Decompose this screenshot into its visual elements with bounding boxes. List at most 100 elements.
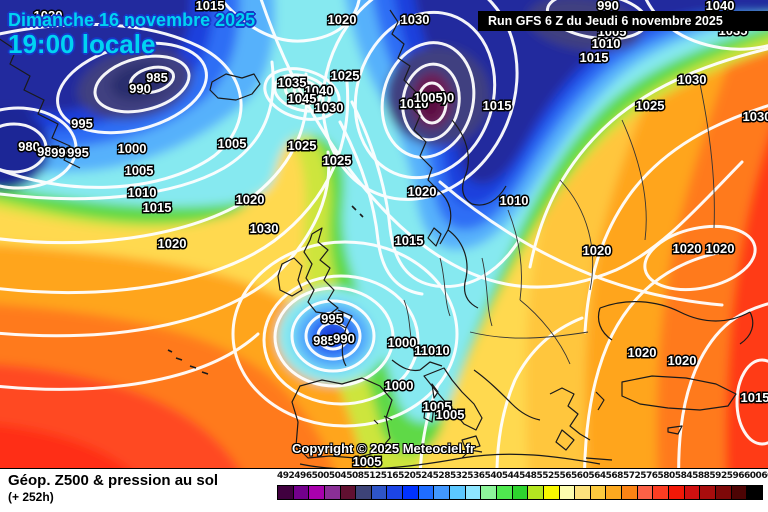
scale-cell [355,485,372,500]
pressure-label: 1045 [288,91,317,106]
scale-cell [668,485,685,500]
legend-box: Géop. Z500 & pression au sol (+ 252h) [0,468,272,512]
pressure-label: 1025 [323,153,352,168]
copyright-text: Copyright © 2025 Meteociel.fr [292,441,475,456]
pressure-label: 1020 [408,184,437,199]
pressure-label: 1020 [673,241,702,256]
scale-value: 500 [311,471,330,481]
scale-value: 540 [484,471,503,481]
pressure-label: 985 [313,333,335,348]
pressure-label: 985 [37,144,59,159]
pressure-label: 1020 [628,345,657,360]
scale-value: 564 [588,471,606,481]
pressure-label: 1025 [636,98,665,113]
pressure-label: 1020 [706,241,735,256]
pressure-label: 1030 [401,12,430,27]
pressure-label: 1005 [436,407,465,422]
pressure-label: 1040 [305,83,334,98]
scale-cell [527,485,544,500]
pressure-label: 1035 [278,75,307,90]
scale-values: 492 496 500 504 508 512 516 520 524 528 532 536 540 5… [277,471,768,484]
pressure-label: 1005 [218,136,247,151]
scale-cell [449,485,466,500]
pressure-label: 1015 [143,200,172,215]
scale-value: 524 [415,471,433,481]
scale-value: 496 [294,471,312,481]
scale-cell [480,485,497,500]
scale-value: 572 [622,471,641,481]
pressure-label: 1030 [678,72,707,87]
scale-cell [495,485,513,500]
scale-value: 528 [432,471,451,481]
pressure-label: 1000 [118,141,147,156]
scale-value: 504 [328,471,347,481]
pressure-label: 1005)0 [414,90,454,105]
scale-value: 584 [674,471,693,481]
pressure-label: 1020 [328,12,357,27]
scale-value: 548 [519,471,537,481]
pressure-label: 11010 [414,343,449,358]
pressure-label: 1020 [158,236,187,251]
scale-value: 520 [398,471,416,481]
scale-value: 512 [363,471,381,481]
pressure-label: 1020 [583,243,612,258]
pressure-label: 1005 [423,399,452,414]
scale-value: 600 [744,471,762,481]
scale-cell [277,485,294,500]
pressure-label: 1015 [741,390,768,405]
scale-cell [730,485,748,500]
pressure-label: 1025 [331,68,360,83]
pressure-label: 1010 [592,36,621,51]
pressure-label: 1010 [128,185,157,200]
border-lines [403,83,715,365]
scale-cell [464,485,482,500]
pressure-label: 1020 [668,353,697,368]
scale-value: 568 [605,471,624,481]
pressure-label: 1030 [315,100,344,115]
scale-value: 556 [553,471,572,481]
pressure-labels-layer: 1020101510201030990104010351005101010151… [17,0,768,471]
scale-value: 508 [346,471,364,481]
scale-cell [542,485,560,500]
run-info-text: Run GFS 6 Z du Jeudi 6 novembre 2025 [488,14,723,28]
pressure-label: 990 [129,81,151,96]
forecast-hour: (+ 252h) [8,490,54,504]
scale-value: 536 [467,471,485,481]
scale-cell [370,485,388,500]
scale-cell [714,485,732,500]
pressure-label: 995 [321,311,343,326]
coastline-lines [0,9,754,470]
scale-cell [574,485,591,500]
scale-value: 544 [501,471,520,481]
pressure-label: 1015 [196,0,225,13]
scale-cell [636,485,654,500]
scale-cell [589,485,607,500]
scale-cell [402,485,419,500]
pressure-label: 1020 [34,8,63,23]
scale-cell [511,485,529,500]
pressure-label: 1000 [385,378,414,393]
pressure-label: 1005 [353,454,382,469]
scale-value: 588 [692,471,710,481]
scale-cell [652,485,670,500]
pressure-label: 1030 [743,109,768,124]
scale-value: 596 [726,471,745,481]
pressure-label: 995 [71,116,93,131]
scale-value: 580 [657,471,676,481]
scale-cell [558,485,576,500]
scale-cell [308,485,325,500]
pressure-label: 990 [597,0,619,13]
pressure-label: 1020 [236,192,265,207]
pressure-label: 1025 [288,138,317,153]
run-info-box: Run GFS 6 Z du Jeudi 6 novembre 2025 [478,11,768,31]
pressure-label: 1040 [706,0,735,13]
pressure-label: 990 [333,331,355,346]
scale-cell [386,485,404,500]
scale-cell [339,485,357,500]
legend-title: Géop. Z500 & pression au sol [8,472,219,489]
scale-value: 552 [536,471,554,481]
